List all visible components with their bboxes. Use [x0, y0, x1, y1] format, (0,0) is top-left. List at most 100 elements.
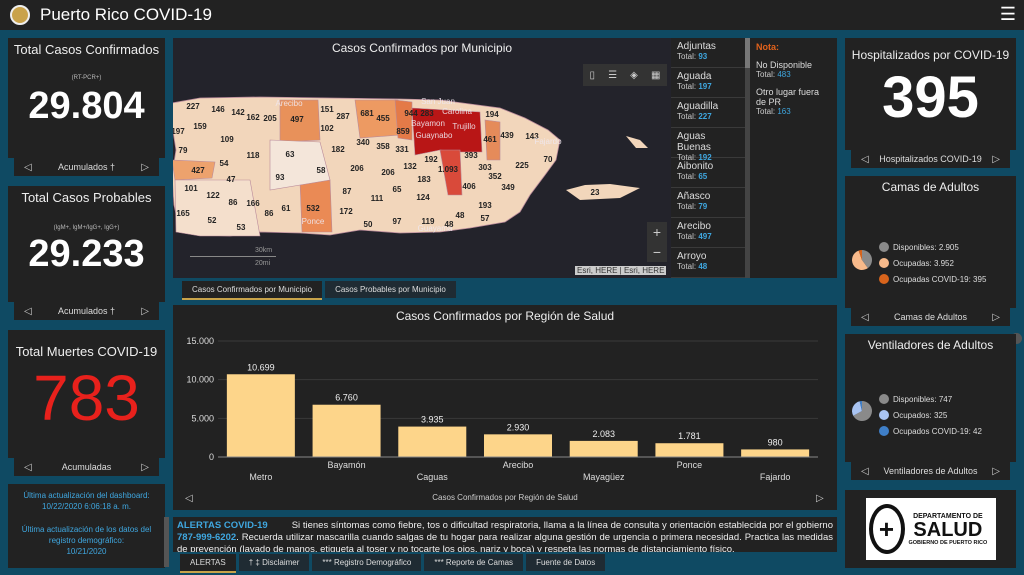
alerts-tab[interactable]: *** Registro Demográfico	[312, 554, 422, 571]
municipio-value-label: 111	[371, 194, 384, 203]
bar[interactable]	[569, 440, 638, 457]
hamburger-icon[interactable]: ☰	[999, 4, 1016, 24]
nota-item: Otro lugar fuera de PR Total: 163	[756, 87, 831, 116]
municipio-item[interactable]: Arecibo Total: 497	[671, 218, 745, 248]
municipio-item[interactable]: Aguadilla Total: 227	[671, 98, 745, 128]
vieques-island[interactable]	[566, 184, 640, 200]
municipio-area[interactable]	[173, 159, 216, 181]
legend-label: Ocupados:	[893, 410, 932, 420]
municipio-value-label: 532	[306, 204, 320, 213]
municipio-item[interactable]: Arroyo Total: 48	[671, 248, 745, 278]
layers-icon[interactable]: ◈	[630, 69, 638, 81]
list-scrollbar[interactable]	[745, 38, 750, 278]
bar[interactable]	[226, 374, 295, 457]
bar[interactable]	[655, 443, 724, 457]
legend-value: 2.905	[938, 242, 959, 252]
next-arrow-icon[interactable]: ▷	[992, 465, 1000, 477]
town-label: Arecibo	[275, 99, 303, 108]
alerts-tab[interactable]: ALERTAS	[180, 554, 236, 573]
alerts-phone[interactable]: 787-999-6202	[177, 532, 237, 543]
zoom-in-button[interactable]: +	[652, 224, 662, 240]
prev-arrow-icon[interactable]: ◁	[185, 493, 193, 504]
map-panel[interactable]: Casos Confirmados por Municipio 227 146 14…	[173, 38, 671, 278]
municipio-value-label: 165	[176, 209, 190, 218]
legend-value: 42	[973, 426, 982, 436]
next-arrow-icon[interactable]: ▷	[992, 153, 1000, 165]
legend-swatch	[879, 242, 889, 252]
map-toolbar: ▯ ☰ ◈ ▦	[583, 64, 667, 86]
alerts-tab[interactable]: Fuente de Datos	[526, 554, 606, 571]
prev-arrow-icon[interactable]: ◁	[861, 311, 869, 323]
next-arrow-icon[interactable]: ▷	[141, 461, 149, 473]
municipio-value-label: 57	[481, 214, 490, 223]
prev-arrow-icon[interactable]: ◁	[24, 161, 32, 173]
tab-probable-municipio[interactable]: Casos Probables por Municipio	[325, 281, 456, 298]
chart-title: Casos Confirmados por Región de Salud	[395, 309, 615, 323]
map-tabs: Casos Confirmados por Municipio Casos Pro…	[182, 279, 459, 300]
municipio-total: 93	[698, 52, 708, 61]
logo-panel: + DEPARTAMENTO DE SALUD GOBIERNO DE PUER…	[845, 490, 1016, 568]
alerts-tab[interactable]: *** Reporte de Camas	[424, 554, 524, 571]
legend-item: Disponibles: 747	[879, 394, 982, 404]
bar-value-label: 1.781	[678, 431, 701, 441]
total-label: Total:	[677, 172, 697, 181]
prev-arrow-icon[interactable]: ◁	[24, 461, 32, 473]
seal-logo	[10, 5, 30, 25]
zoom-out-button[interactable]: −	[652, 244, 662, 260]
prev-arrow-icon[interactable]: ◁	[861, 465, 869, 477]
municipio-item[interactable]: Añasco Total: 79	[671, 188, 745, 218]
culebra-island[interactable]	[626, 136, 648, 148]
x-tick-label: Ponce	[677, 460, 703, 470]
municipio-value-label: 93	[276, 173, 285, 182]
legend-label: Disponibles:	[893, 242, 937, 252]
probable-footer: ◁ Acumulados † ▷	[14, 302, 159, 320]
municipio-item[interactable]: Aguada Total: 197	[671, 68, 745, 98]
basemap-gallery-icon[interactable]: ▦	[650, 69, 661, 81]
municipio-value-label: 122	[206, 191, 220, 200]
municipio-area[interactable]	[484, 119, 501, 161]
alerts-tab[interactable]: † ‡ Disclaimer	[238, 554, 310, 571]
prev-arrow-icon[interactable]: ◁	[24, 305, 32, 317]
municipio-item[interactable]: Adjuntas Total: 93	[671, 38, 745, 68]
region-bar-chart: 0 5.000 10.000 15.000 10.699 Metro 6.760 Bayamó…	[186, 336, 818, 482]
municipio-item[interactable]: Aibonito Total: 65	[671, 158, 745, 188]
municipio-list[interactable]: Adjuntas Total: 93 Aguada Total: 197 Aguadil…	[671, 38, 745, 278]
prev-arrow-icon[interactable]: ◁	[861, 153, 869, 165]
municipio-value-label: 48	[456, 211, 465, 220]
deaths-footer-label: Acumuladas	[61, 462, 112, 472]
municipio-area[interactable]	[439, 149, 463, 196]
municipio-value-label: 162	[246, 113, 260, 122]
legend-icon[interactable]: ☰	[608, 69, 618, 81]
bar[interactable]	[741, 449, 810, 457]
legend-item: Ocupadas COVID-19: 395	[879, 274, 986, 284]
legend-label: Ocupadas:	[893, 258, 932, 268]
municipio-value-label: 63	[286, 150, 295, 159]
camas-footer: ◁ Camas de Adultos ▷	[851, 308, 1010, 326]
municipio-area[interactable]	[269, 139, 331, 191]
municipio-value-label: 166	[246, 199, 260, 208]
left-scrollbar[interactable]	[164, 517, 169, 567]
alerts-text: Si tienes síntomas como fiebre, tos o di…	[291, 520, 833, 531]
municipio-name: Arecibo	[677, 221, 711, 232]
bar[interactable]	[398, 426, 467, 457]
next-arrow-icon[interactable]: ▷	[141, 305, 149, 317]
next-arrow-icon[interactable]: ▷	[141, 161, 149, 173]
municipio-value-label: 124	[416, 193, 430, 202]
camas-pie	[852, 250, 872, 270]
next-arrow-icon[interactable]: ▷	[816, 493, 824, 504]
bar[interactable]	[312, 404, 381, 457]
tab-confirmed-municipio[interactable]: Casos Confirmados por Municipio	[182, 281, 323, 300]
bookmark-icon[interactable]: ▯	[589, 69, 596, 81]
fullscreen-icon[interactable]	[1011, 333, 1022, 344]
municipio-area[interactable]	[279, 99, 321, 143]
municipio-area[interactable]	[174, 179, 261, 237]
x-tick-label: Metro	[249, 472, 272, 482]
next-arrow-icon[interactable]: ▷	[992, 311, 1000, 323]
municipio-item[interactable]: Aguas Buenas Total: 192	[671, 128, 745, 162]
vent-footer-label: Ventiladores de Adultos	[883, 466, 978, 476]
probable-footer-label: Acumulados †	[57, 306, 116, 316]
municipio-area[interactable]	[394, 99, 413, 141]
bar[interactable]	[484, 434, 552, 457]
bar-value-label: 980	[768, 437, 783, 447]
